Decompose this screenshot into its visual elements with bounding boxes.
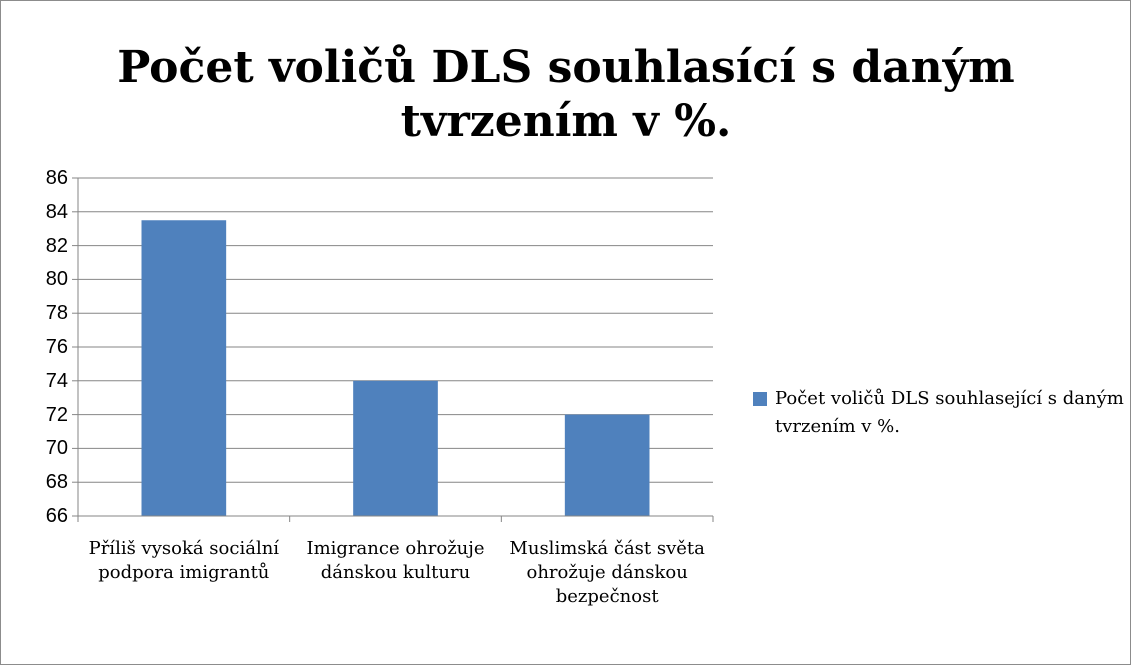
chart-title: Počet voličů DLS souhlasící s daným tvrz… (117, 42, 1015, 147)
x-tick-label: Imigrance ohrožuje dánskou kulturu (306, 538, 485, 583)
y-tick-label: 78 (45, 302, 68, 325)
bar (141, 220, 227, 516)
y-tick-label: 66 (45, 505, 68, 527)
y-tick-label: 80 (45, 268, 68, 291)
y-tick-label: 84 (45, 200, 68, 223)
y-tick-label: 70 (45, 437, 68, 460)
legend-swatch (753, 392, 767, 406)
y-tick-label: 68 (45, 471, 68, 494)
x-tick-label: Muslimská část světa ohrožuje dánskou be… (509, 538, 705, 607)
x-tick-label: Příliš vysoká sociální podpora imigrantů (88, 538, 280, 583)
y-tick-label: 72 (45, 403, 68, 426)
bar (564, 414, 650, 516)
y-tick-label: 74 (45, 369, 68, 392)
y-tick-label: 76 (45, 336, 68, 358)
bar (353, 380, 438, 516)
y-tick-label: 82 (45, 234, 68, 257)
y-tick-label: 86 (45, 167, 68, 189)
legend-label: Počet voličů DLS souhlasející s daným tv… (775, 388, 1124, 437)
